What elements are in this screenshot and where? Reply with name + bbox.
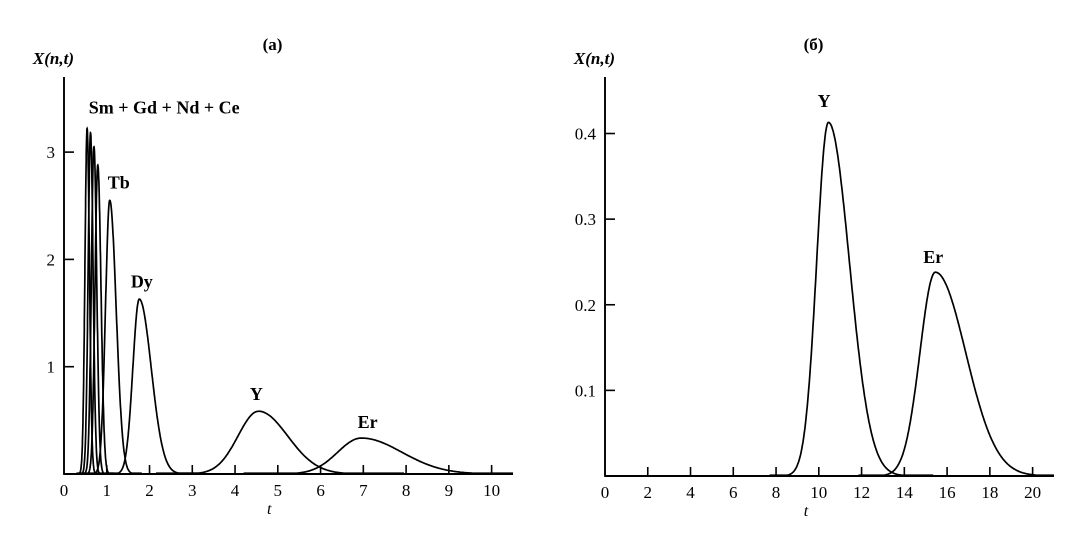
curve-Y bbox=[155, 410, 404, 475]
x-tick-label: 4 bbox=[686, 483, 695, 502]
x-tick-label: 20 bbox=[1024, 483, 1041, 502]
x-tick-label: 14 bbox=[896, 483, 914, 502]
x-tick-label: 12 bbox=[853, 483, 870, 502]
x-tick-label: 0 bbox=[60, 481, 69, 500]
curve-label-Tb: Tb bbox=[108, 173, 130, 193]
chart-title-b: (б) bbox=[804, 35, 824, 54]
y-axis-label: X(n,t) bbox=[573, 49, 615, 68]
y-tick-label: 0.2 bbox=[575, 296, 596, 315]
chart-a: 0 1 2 3 4 5 6 7 8 9 10 1 2 3 Tb Dy Y Er Sm + Gd + Nd + Ce (… bbox=[32, 35, 513, 518]
x-tick-label: 18 bbox=[981, 483, 998, 502]
curve-Gd bbox=[78, 131, 104, 475]
curve-label-Dy: Dy bbox=[131, 271, 153, 291]
x-tick-label: 2 bbox=[145, 481, 154, 500]
annotation-label: Sm + Gd + Nd + Ce bbox=[89, 97, 240, 117]
curve-Tb bbox=[88, 199, 142, 475]
y-tick-label: 2 bbox=[47, 250, 56, 269]
x-tick-label: 8 bbox=[772, 483, 781, 502]
curve-label-Er: Er bbox=[923, 247, 943, 267]
x-tick-label: 7 bbox=[359, 481, 368, 500]
chart-b: 0 2 4 6 8 10 12 14 16 18 20 0.1 0.2 0.3 0.4 Y Er (б) X(n,t… bbox=[573, 35, 1054, 520]
y-tick-label: 0.4 bbox=[575, 125, 597, 144]
x-tick-label: 6 bbox=[729, 483, 738, 502]
curve-label-Y: Y bbox=[818, 91, 831, 111]
y-tick-label: 0.1 bbox=[575, 381, 596, 400]
x-tick-label: 8 bbox=[402, 481, 411, 500]
x-tick-label: 0 bbox=[601, 483, 610, 502]
x-tick-label: 3 bbox=[188, 481, 197, 500]
x-tick-label: 1 bbox=[103, 481, 112, 500]
curve-Y bbox=[769, 121, 934, 477]
x-tick-label: 6 bbox=[316, 481, 325, 500]
curve-Dy bbox=[107, 298, 200, 475]
x-tick-label: 10 bbox=[483, 481, 500, 500]
x-tick-label: 4 bbox=[231, 481, 240, 500]
x-axis-label: t bbox=[804, 503, 809, 520]
x-tick-label: 10 bbox=[810, 483, 827, 502]
y-axis-label: X(n,t) bbox=[32, 49, 74, 68]
curve-label-Er: Er bbox=[358, 412, 378, 432]
y-tick-label: 1 bbox=[47, 358, 56, 377]
x-tick-label: 9 bbox=[445, 481, 454, 500]
x-tick-label: 16 bbox=[939, 483, 956, 502]
curve-Er bbox=[243, 437, 513, 475]
x-tick-label: 5 bbox=[274, 481, 283, 500]
x-tick-label: 2 bbox=[644, 483, 653, 502]
curve-Er bbox=[858, 271, 1054, 477]
y-tick-label: 3 bbox=[47, 143, 56, 162]
chart-title-a: (a) bbox=[263, 35, 283, 54]
y-tick-label: 0.3 bbox=[575, 210, 596, 229]
curve-label-Y: Y bbox=[250, 384, 263, 404]
x-axis-label: t bbox=[267, 501, 272, 518]
